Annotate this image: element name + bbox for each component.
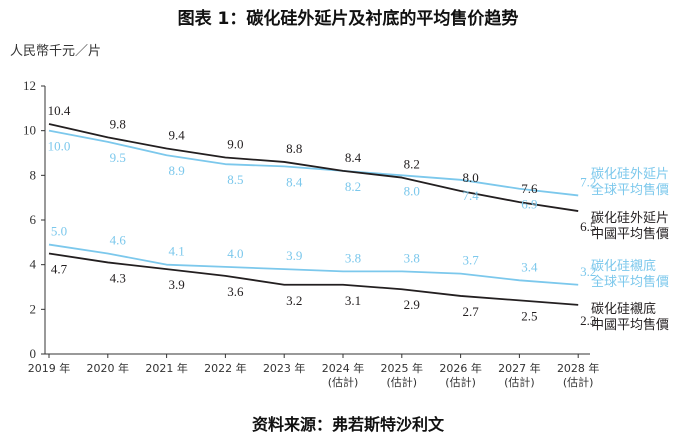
data-label: 9.0 [227, 136, 243, 151]
x-tick-label: 2019 年 [28, 361, 71, 375]
legend-entry: 碳化硅襯底 [591, 301, 656, 317]
data-label: 2.7 [462, 304, 479, 319]
data-label: 5.0 [51, 224, 67, 239]
y-tick-label: 6 [30, 212, 37, 227]
y-tick-label: 0 [30, 346, 37, 361]
data-label: 8.0 [404, 183, 420, 198]
data-label: 3.7 [462, 253, 479, 268]
data-label: 8.0 [462, 170, 478, 185]
x-tick-label: 2027 年 [498, 361, 541, 375]
x-tick-label: 2023 年 [263, 361, 306, 375]
legend-entry: 全球平均售價 [591, 274, 669, 290]
legend-entry: 中國平均售價 [591, 317, 669, 333]
x-tick-label: 2024 年 [322, 361, 365, 375]
data-label: 8.4 [345, 150, 362, 165]
legend-entry: 碳化硅外延片 [591, 167, 669, 182]
data-label: 9.5 [110, 150, 126, 165]
data-label: 6.9 [521, 197, 537, 212]
series-line-0 [48, 129, 579, 197]
y-tick-label: 12 [23, 78, 36, 93]
data-label: 6.5 [580, 219, 596, 234]
data-label: 8.2 [345, 179, 361, 194]
x-tick-label: 2026 年 [439, 361, 482, 375]
x-tick-label: 2021 年 [145, 361, 188, 375]
data-label: 7.4 [462, 188, 479, 203]
series-line-3 [48, 252, 579, 306]
data-label: 3.8 [345, 250, 361, 265]
data-label: 2.9 [404, 297, 420, 312]
data-label: 3.9 [286, 248, 302, 263]
data-label: 2.5 [521, 308, 537, 323]
legend-entry: 碳化硅外延片 [591, 211, 669, 226]
data-label: 8.2 [404, 157, 420, 172]
x-tick-label: 2028 年 [557, 361, 600, 375]
y-tick-label: 10 [23, 123, 36, 138]
chart-legend: 碳化硅外延片全球平均售價碳化硅外延片中國平均售價碳化硅襯底全球平均售價碳化硅襯底… [591, 167, 669, 333]
data-label: 3.2 [580, 264, 596, 279]
chart-axes: 0 2 4 6 8 10 12 2019 年 2020 年 2021 年 2022 年 2023 年 2… [23, 78, 599, 389]
x-tick-label: 2025 年 [381, 361, 424, 375]
data-label: 3.8 [404, 250, 420, 265]
data-label: 8.8 [286, 141, 302, 156]
data-label: 9.4 [168, 128, 185, 143]
x-tick-note: (估計) [387, 375, 418, 389]
data-label: 9.8 [110, 116, 126, 131]
data-label: 8.4 [286, 174, 303, 189]
chart-series-lines [48, 123, 579, 306]
data-label: 3.1 [345, 293, 361, 308]
source-note: 资料来源：弗若斯特沙利文 [251, 415, 444, 434]
y-tick-label: 2 [30, 301, 37, 316]
legend-entry: 中國平均售價 [591, 226, 669, 242]
data-label: 4.1 [168, 244, 184, 259]
data-label: 8.5 [227, 172, 243, 187]
data-label: 7.6 [521, 181, 538, 196]
series-line-1 [48, 123, 579, 212]
y-axis-unit-label: 人民幣千元／片 [10, 44, 102, 59]
x-tick-note: (估計) [563, 375, 594, 389]
data-label: 4.7 [51, 262, 68, 277]
x-tick-note: (估計) [504, 375, 535, 389]
x-tick-note: (估計) [445, 375, 476, 389]
data-label: 10.4 [48, 103, 71, 118]
x-tick-label: 2022 年 [204, 361, 247, 375]
data-label: 10.0 [48, 139, 71, 154]
data-label: 3.6 [227, 284, 244, 299]
data-label: 8.9 [168, 163, 184, 178]
data-label: 2.3 [580, 313, 596, 328]
chart-data-labels: 10.4 9.8 9.4 9.0 8.8 8.4 8.2 8.0 7.6 7.2 10.0 9.5 8.… [48, 103, 597, 328]
x-tick-label: 2020 年 [87, 361, 130, 375]
data-label: 7.2 [580, 174, 596, 189]
data-label: 4.0 [227, 246, 243, 261]
chart-title: 图表 1：碳化硅外延片及衬底的平均售价趋势 [177, 9, 519, 29]
data-label: 4.3 [110, 270, 126, 285]
x-tick-note: (估計) [328, 375, 359, 389]
legend-entry: 碳化硅襯底 [591, 258, 656, 274]
data-label: 3.9 [168, 277, 184, 292]
data-label: 4.6 [110, 233, 127, 248]
data-label: 3.4 [521, 259, 538, 274]
y-tick-label: 4 [30, 257, 37, 272]
y-tick-label: 8 [30, 167, 37, 182]
series-line-2 [48, 243, 579, 286]
legend-entry: 全球平均售價 [591, 182, 669, 198]
data-label: 3.2 [286, 293, 302, 308]
